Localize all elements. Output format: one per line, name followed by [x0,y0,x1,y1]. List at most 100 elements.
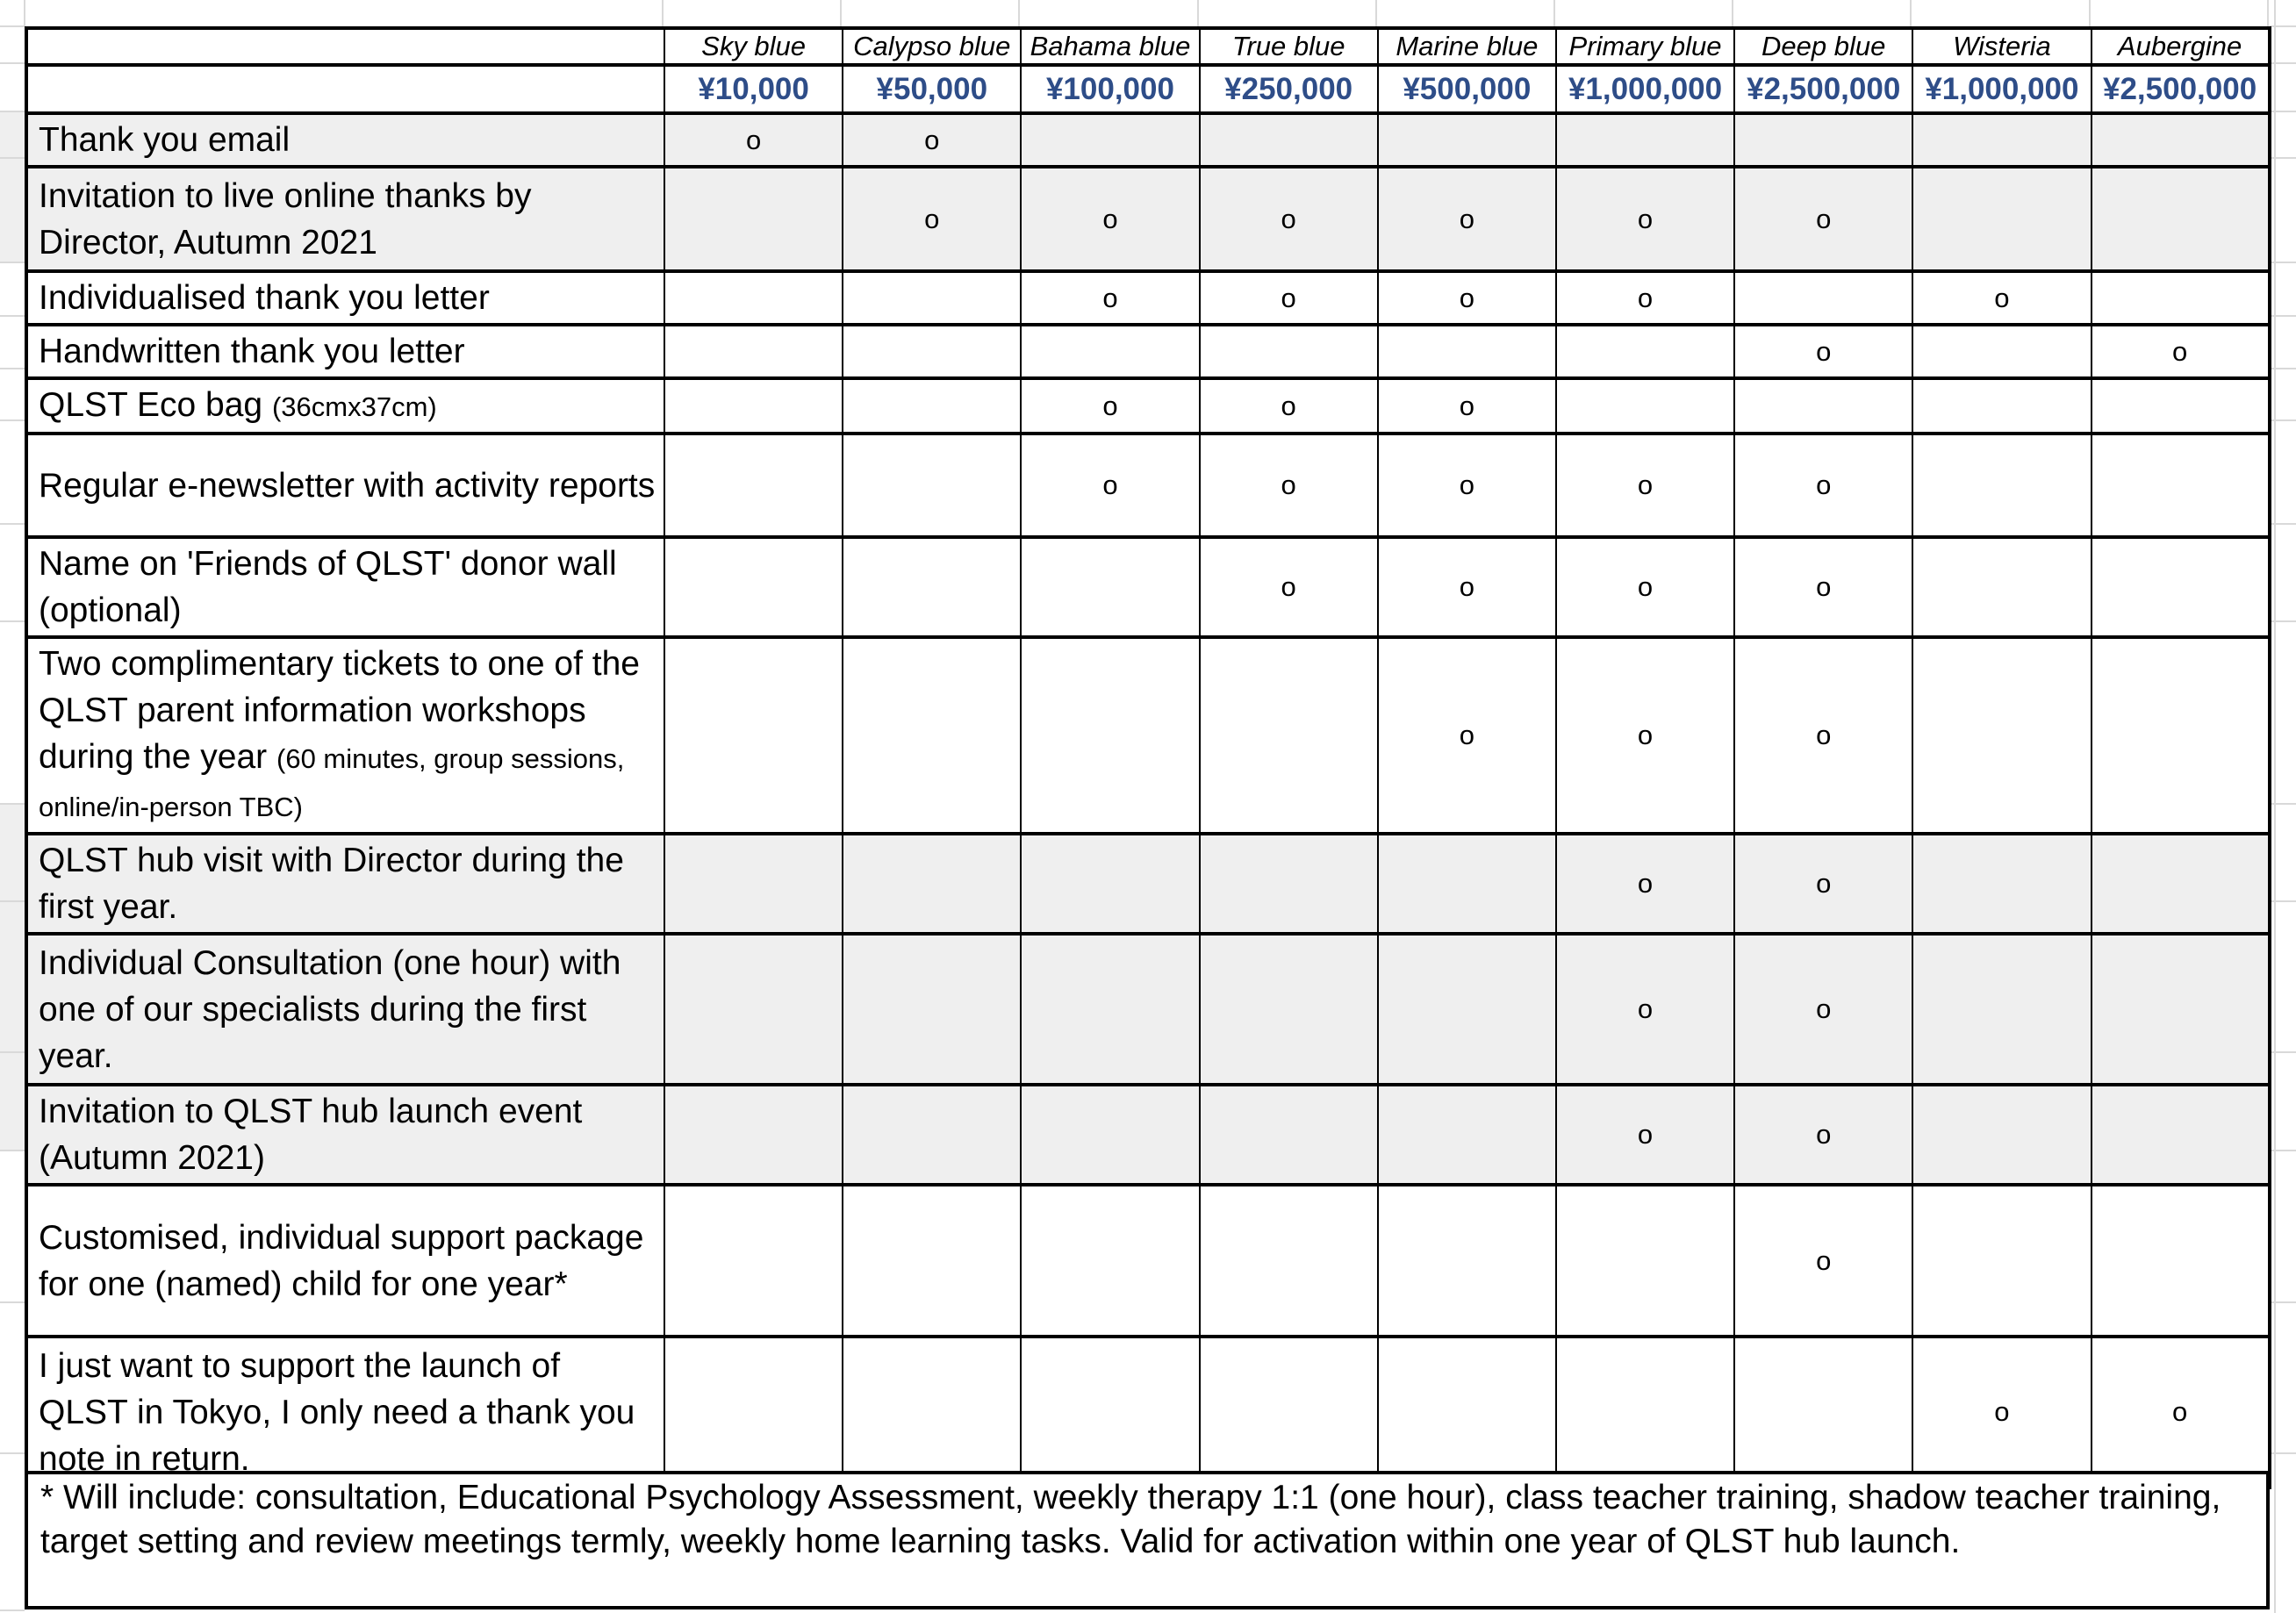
benefit-marker-cell [1198,832,1379,936]
right-gridline-v [2274,0,2276,1613]
margin-row-fill [0,901,25,1052]
margin-gridline-h [0,803,25,805]
corner-empty-cell [25,63,665,115]
benefit-marker-cell: o [663,111,844,168]
margin-gridline-h [0,900,25,902]
benefit-marker-cell [1020,1183,1201,1338]
benefit-marker-cell: o [1020,165,1201,273]
margin-gridline-h [0,419,25,421]
benefit-row: Thank you email o o [25,111,2271,168]
benefit-marker-cell [2090,165,2271,273]
benefit-marker-cell: o [1376,376,1557,435]
benefit-marker-cell [663,1335,844,1489]
benefit-label-cell: QLST hub visit with Director during the … [25,832,665,936]
benefit-marker-cell: o [1733,432,1914,539]
tier-name-cell: Calypso blue [842,26,1022,67]
benefit-marker-cell: o [1198,165,1379,273]
benefit-marker-cell [842,432,1022,539]
margin-gridline-h [2270,368,2296,369]
benefit-row: Customised, individual support package f… [25,1183,2271,1338]
tier-price-cell: ¥250,000 [1198,63,1379,115]
benefit-marker-cell: o [1912,269,2092,326]
margin-gridline-h [0,111,25,112]
benefit-marker-cell: o [1376,535,1557,639]
margin-gridline-h [2270,803,2296,805]
tier-name-cell: Aubergine [2090,26,2271,67]
margin-gridline-h [0,1051,25,1053]
benefit-marker-cell [2090,432,2271,539]
benefit-marker-cell [1554,111,1736,168]
benefit-marker-cell: o [1554,535,1736,639]
benefit-marker-cell: o [1733,1183,1914,1338]
margin-gridline-h [0,368,25,369]
benefit-label-cell: Invitation to QLST hub launch event (Aut… [25,1083,665,1186]
benefit-marker-cell: o [1733,1083,1914,1186]
benefit-marker-cell [1376,1335,1557,1489]
benefit-label-note: (36cmx37cm) [271,391,437,422]
benefit-marker-cell [1198,323,1379,380]
margin-gridline-h [0,1452,25,1454]
benefit-marker-cell [1376,1183,1557,1338]
benefit-marker-cell: o [1554,432,1736,539]
margin-gridline-h [0,1150,25,1151]
margin-row-fill [0,804,25,901]
benefit-marker-cell [1198,932,1379,1086]
benefit-marker-cell [1554,376,1736,435]
benefit-marker-cell [2090,832,2271,936]
benefit-label-text: Handwritten thank you letter [39,333,465,370]
margin-gridline-h [2270,1051,2296,1053]
benefit-marker-cell [1912,635,2092,835]
benefit-marker-cell: o [1198,269,1379,326]
margin-gridline-h [2270,111,2296,112]
benefit-label-cell: Invitation to live online thanks by Dire… [25,165,665,273]
benefit-marker-cell [663,1183,844,1338]
top-gridline-v [1196,0,1199,26]
benefit-marker-cell [1912,832,2092,936]
margin-gridline-h [2270,157,2296,159]
benefit-label-text: Invitation to live online thanks by Dire… [39,176,532,262]
tier-price-cell: ¥2,500,000 [2090,63,2271,115]
benefit-row: Regular e-newsletter with activity repor… [25,432,2271,539]
margin-row-fill [0,111,25,158]
benefit-marker-cell: o [1376,432,1557,539]
benefit-label-cell: Individual Consultation (one hour) with … [25,932,665,1086]
margin-gridline-h [2270,1301,2296,1303]
tier-prices-row: ¥10,000 ¥50,000 ¥100,000 ¥250,000 ¥500,000 ¥1… [25,63,2271,115]
margin-gridline-h [0,523,25,525]
top-gridline-v [1018,0,1021,26]
benefit-marker-cell [1376,323,1557,380]
benefit-label-text: I just want to support the launch of QLS… [39,1346,635,1478]
benefit-marker-cell [1912,1083,2092,1186]
benefit-marker-cell: o [1554,165,1736,273]
benefit-label-cell: Thank you email [25,111,665,168]
benefit-marker-cell [1912,111,2092,168]
benefit-marker-cell: o [1198,535,1379,639]
benefit-marker-cell [842,832,1022,936]
benefit-marker-cell [842,376,1022,435]
top-gridline-v [840,0,843,26]
benefit-row: QLST Eco bag (36cmx37cm) o o o [25,376,2271,435]
tier-price-cell: ¥100,000 [1020,63,1201,115]
benefit-label-text: Regular e-newsletter with activity repor… [39,466,656,505]
benefit-label-cell: Two complimentary tickets to one of the … [25,635,665,835]
top-gridline-v [1374,0,1377,26]
margin-gridline-h [0,315,25,317]
margin-row-fill [0,158,25,262]
benefit-row: Individual Consultation (one hour) with … [25,932,2271,1086]
margin-gridline-h [2270,62,2296,64]
tier-name-cell: True blue [1198,26,1379,67]
margin-gridline-h [0,62,25,64]
margin-gridline-h [0,1301,25,1303]
benefit-marker-cell [1198,1083,1379,1186]
benefit-row: Two complimentary tickets to one of the … [25,635,2271,835]
benefit-marker-cell: o [1020,376,1201,435]
tier-name-cell: Wisteria [1912,26,2092,67]
benefit-marker-cell [663,535,844,639]
benefit-label-text: Name on 'Friends of QLST' donor wall (op… [39,545,617,629]
benefit-marker-cell: o [1198,376,1379,435]
benefit-marker-cell: o [1554,832,1736,936]
benefit-marker-cell [1376,932,1557,1086]
benefit-marker-cell [1020,1335,1201,1489]
benefit-marker-cell: o [1376,635,1557,835]
